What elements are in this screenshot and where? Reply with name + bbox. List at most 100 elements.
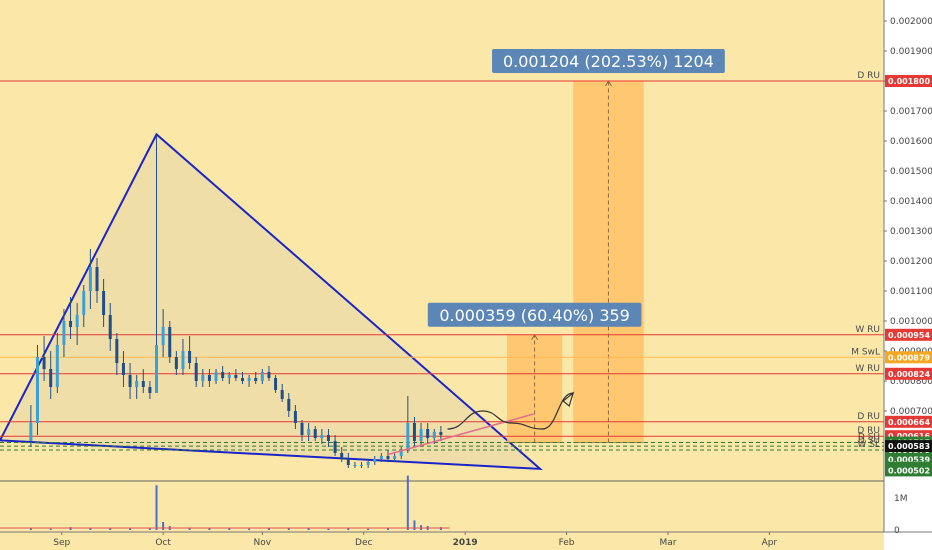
candle-body: [240, 378, 244, 381]
candle-body: [214, 372, 218, 381]
candle-body: [412, 423, 416, 441]
volume-bar: [367, 528, 370, 530]
target-line-0[interactable]: [387, 413, 534, 456]
candle-body: [102, 291, 106, 315]
price-tick-label: 0.002000: [890, 17, 932, 27]
price-tick-label: 0.001300: [890, 227, 932, 237]
candle-body: [141, 381, 145, 387]
candle-body: [82, 291, 86, 315]
volume-bar: [406, 475, 409, 530]
candle-body: [75, 315, 79, 327]
price-tick-label: 0.000700: [890, 407, 932, 417]
price-tick-label: 0.000800: [890, 377, 932, 387]
time-tick-label: 2019: [453, 538, 478, 548]
measure-label-1: 0.001204 (202.53%) 1204: [503, 52, 714, 71]
candle-body: [300, 423, 304, 435]
candle-body: [373, 459, 377, 462]
candle-body: [287, 399, 291, 411]
level-price-tag-3: 0.000824: [888, 370, 930, 379]
volume-bar: [267, 528, 270, 530]
measure-label-box-0: [427, 302, 642, 327]
volume-bar: [413, 520, 416, 530]
candle-body: [42, 357, 46, 369]
candle-body: [326, 435, 330, 441]
candle-body: [313, 429, 317, 438]
candle-body: [188, 351, 192, 363]
level-label-0: D RU: [857, 71, 880, 81]
candle-body: [69, 321, 73, 327]
volume-bar: [347, 528, 350, 530]
level-label-1: W RU: [855, 325, 880, 335]
candle-body: [340, 453, 344, 459]
candle-body: [227, 375, 231, 378]
triangle-pattern[interactable]: [0, 132, 543, 471]
candle-body: [221, 372, 225, 378]
time-tick-label: Feb: [559, 538, 575, 548]
extra-price-tag-2-bg: [885, 464, 932, 477]
candle-body: [95, 267, 99, 291]
level-price-tag-4-bg: [885, 415, 932, 428]
measure-box-1[interactable]: [573, 81, 644, 443]
candle-body: [267, 372, 271, 378]
volume-bar: [188, 527, 191, 530]
candle-body: [247, 378, 251, 381]
level-price-tag-2-bg: [885, 351, 932, 364]
level-price-tag-2: 0.000879: [888, 353, 930, 362]
level-label-5: D RU: [857, 426, 880, 436]
volume-bar: [148, 528, 151, 530]
candle-body: [62, 321, 66, 345]
volume-bar: [162, 522, 165, 530]
current-price-tag: 0.000583: [888, 442, 930, 451]
level-price-tag-3-bg: [885, 367, 932, 380]
projection-arrowhead: [562, 391, 575, 408]
candle-body: [88, 267, 92, 291]
candle-body: [181, 351, 185, 369]
level-price-tag-1-bg: [885, 328, 932, 341]
level-label-4: D RU: [857, 412, 880, 422]
candle-body: [148, 387, 152, 393]
candle-body: [426, 429, 430, 438]
level-price-tag-1: 0.000954: [888, 331, 930, 340]
candle-body: [115, 339, 119, 363]
candle-body: [155, 345, 159, 393]
time-tick-label: Nov: [254, 538, 272, 548]
volume-bar: [439, 527, 442, 530]
candle-body: [360, 465, 364, 466]
price-tick-label: 0.001400: [890, 197, 932, 207]
volume-bar: [386, 528, 389, 530]
volume-bar: [49, 528, 52, 530]
price-tick-label: 0.001100: [890, 287, 932, 297]
price-tick-label: 0.001200: [890, 257, 932, 267]
candle-body: [161, 327, 165, 345]
candle-body: [274, 378, 278, 390]
volume-bar: [327, 528, 330, 530]
candle-body: [108, 315, 112, 339]
time-tick-label: Apr: [762, 538, 778, 548]
price-tick-label: 0.001500: [890, 167, 932, 177]
volume-axis-label: 0: [894, 526, 900, 536]
candle-body: [432, 432, 436, 438]
extra-price-tag-2: 0.000502: [888, 466, 930, 475]
level-price-tag-0-bg: [885, 75, 932, 87]
volume-bar: [208, 528, 211, 530]
level-label-2: M SwL: [851, 347, 880, 357]
projection-path[interactable]: [447, 392, 574, 430]
candle-body: [333, 441, 337, 453]
candle-body: [194, 363, 198, 381]
candle-body: [128, 375, 132, 387]
candle-body: [293, 411, 297, 423]
candle-body: [366, 462, 370, 465]
candle-body: [207, 375, 211, 381]
volume-bar: [129, 528, 132, 530]
candle-body: [35, 357, 39, 423]
level-label-3: W RU: [855, 364, 880, 374]
measure-label-0: 0.000359 (60.40%) 359: [439, 306, 630, 325]
candle-body: [353, 465, 357, 466]
volume-bar: [109, 528, 112, 530]
candle-body: [254, 378, 258, 381]
volume-axis-label: 1M: [894, 494, 908, 504]
level-price-tag-4: 0.000664: [888, 418, 930, 427]
price-tick-label: 0.001900: [890, 47, 932, 57]
candle-body: [320, 435, 324, 438]
